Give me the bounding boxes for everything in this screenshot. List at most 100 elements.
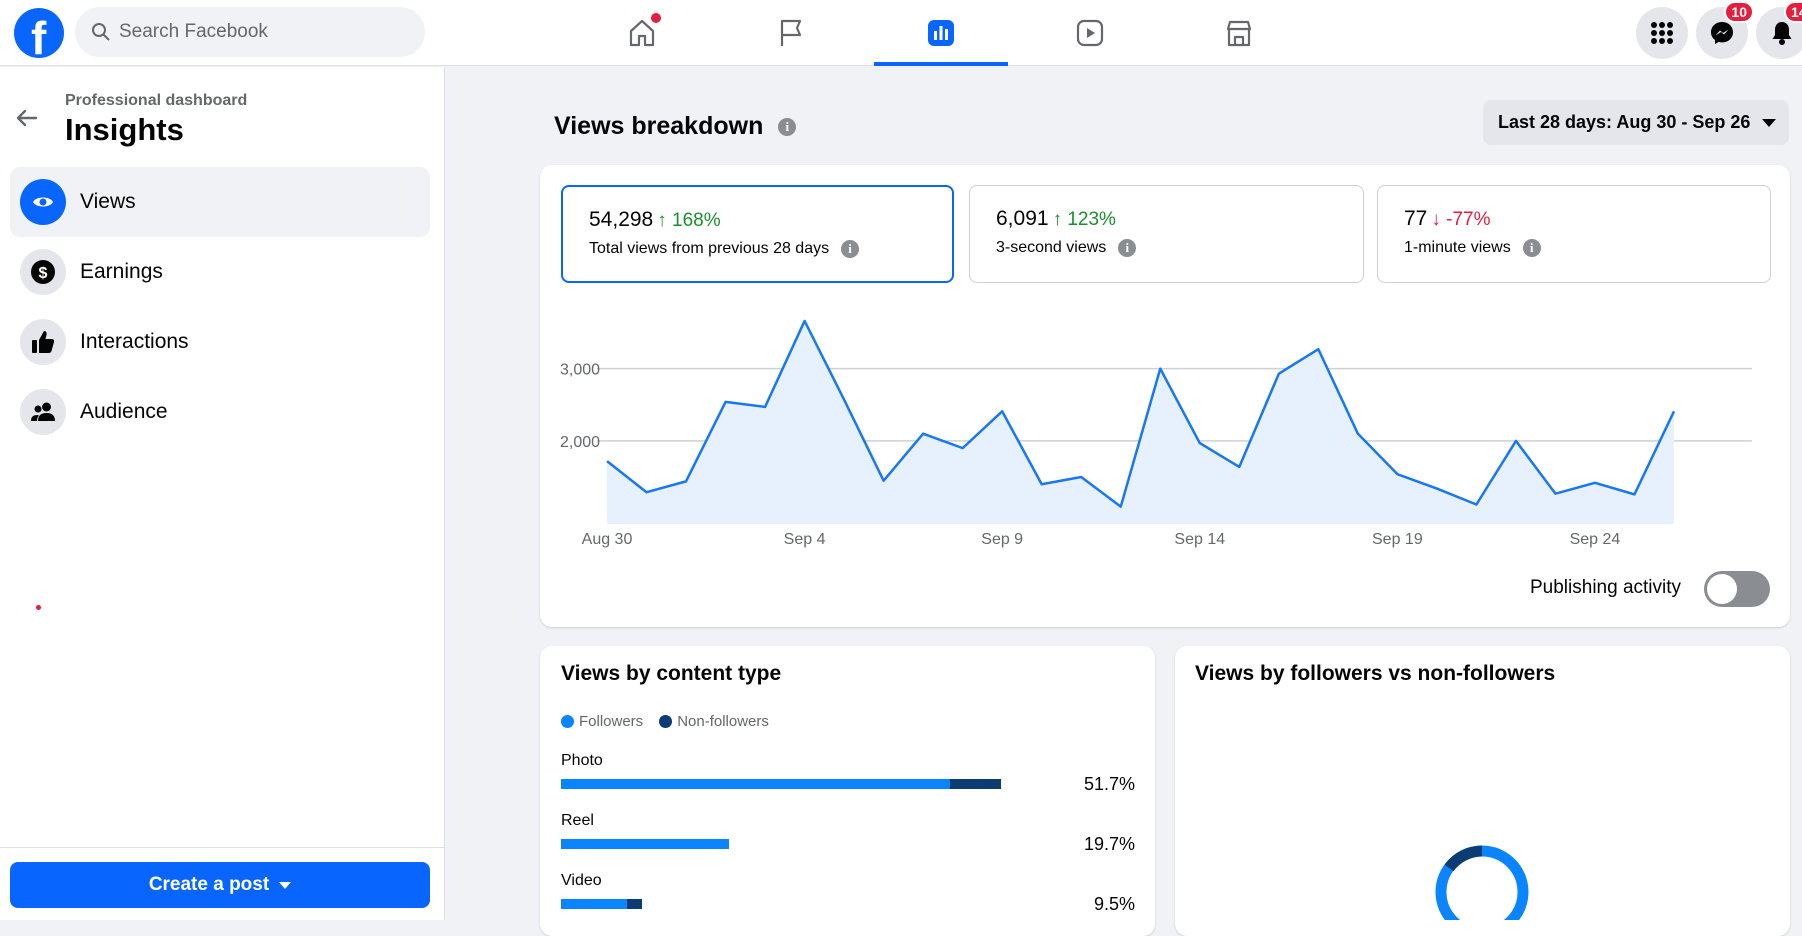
eye-icon [31, 190, 55, 214]
stat-card-1-minute-views[interactable]: 77↓ -77% 1-minute views i [1377, 185, 1771, 283]
menu-button[interactable] [1636, 7, 1688, 59]
messenger-badge: 10 [1724, 1, 1754, 23]
section-title-followers: Views by followers vs non-followers [1195, 662, 1555, 686]
views-line-chart: 2,000 3,000 Aug 30 Sep 4 Sep 9 Sep 14 Sep 19 Se… [540, 290, 1790, 560]
y-tick-label: 3,000 [560, 362, 600, 379]
sidebar-item-label: Interactions [80, 330, 189, 354]
tab-marketplace[interactable] [1172, 0, 1306, 66]
messenger-button[interactable]: 10 [1696, 7, 1748, 59]
facebook-logo-icon[interactable]: f [14, 8, 64, 58]
section-title-content-type: Views by content type [561, 662, 781, 686]
breadcrumb[interactable]: Professional dashboard [65, 92, 247, 110]
legend-item-followers: Followers [561, 713, 643, 730]
chart-legend: Followers Non-followers [561, 713, 769, 730]
toggle-knob [1707, 574, 1737, 604]
create-post-label: Create a post [149, 874, 269, 896]
row-label-reel: Reel [561, 812, 594, 830]
legend-swatch [659, 715, 672, 728]
chevron-down-icon [1762, 119, 1776, 127]
sidebar-item-views[interactable]: Views [10, 167, 430, 237]
x-tick-label: Aug 30 [582, 531, 633, 548]
bar-segment-non-followers [627, 899, 642, 909]
dollar-icon: $ [30, 259, 56, 285]
sidebar-item-earnings[interactable]: $ Earnings [10, 237, 430, 307]
publishing-activity-toggle[interactable] [1704, 571, 1770, 607]
chevron-down-icon [279, 882, 291, 889]
stat-label: Total views from previous 28 days [589, 240, 829, 258]
sidebar-item-interactions[interactable]: Interactions [10, 307, 430, 377]
tab-dashboard[interactable] [874, 0, 1008, 66]
bar-photo [561, 779, 1001, 789]
stat-card-total-views[interactable]: 54,298↑ 168% Total views from previous 2… [561, 185, 954, 283]
info-icon[interactable]: i [778, 118, 796, 136]
donut-non-followers-arc [1449, 851, 1482, 868]
bar-segment-non-followers [950, 779, 1001, 789]
stat-label: 3-second views [996, 239, 1106, 257]
page-title: Insights [65, 112, 184, 148]
stat-change: ↑ 168% [657, 210, 720, 231]
stat-card-3-second-views[interactable]: 6,091↑ 123% 3-second views i [969, 185, 1364, 283]
bar-reel [561, 839, 729, 849]
thumbs-up-icon [30, 329, 56, 355]
x-tick-label: Sep 9 [981, 531, 1023, 548]
tab-video[interactable] [1023, 0, 1157, 66]
content-type-card [540, 646, 1155, 936]
search-icon [91, 22, 111, 42]
sidebar-item-audience[interactable]: Audience [10, 377, 430, 447]
flag-icon [775, 17, 807, 49]
stat-change: ↓ -77% [1431, 209, 1490, 230]
legend-item-non-followers: Non-followers [659, 713, 769, 730]
x-tick-label: Sep 19 [1372, 531, 1423, 548]
sidebar-footer: Create a post [0, 847, 444, 920]
back-arrow-icon[interactable] [14, 105, 40, 131]
indicator-dot [36, 605, 41, 610]
notifications-button[interactable]: 14 [1756, 7, 1802, 59]
home-notification-dot [651, 13, 661, 23]
top-navigation-bar: f 10 14 [0, 0, 1802, 66]
percent-reel: 19.7% [1084, 834, 1135, 855]
svg-text:$: $ [39, 265, 48, 282]
stat-label: 1-minute views [1404, 239, 1511, 257]
sidebar-item-label: Earnings [80, 260, 163, 284]
stat-change: ↑ 123% [1053, 209, 1116, 230]
x-tick-label: Sep 24 [1570, 531, 1621, 548]
bar-video [561, 899, 642, 909]
video-icon [1074, 17, 1106, 49]
messenger-icon [1709, 20, 1735, 46]
bell-icon [1770, 20, 1794, 46]
info-icon[interactable]: i [1523, 239, 1541, 257]
info-icon[interactable]: i [841, 240, 859, 258]
x-tick-label: Sep 14 [1174, 531, 1225, 548]
percent-photo: 51.7% [1084, 774, 1135, 795]
followers-donut-chart [1430, 840, 1534, 920]
section-title-views-breakdown: Views breakdown i [554, 112, 796, 141]
stat-value: 6,091 [996, 207, 1049, 230]
sidebar: Professional dashboard Insights Views $ … [0, 67, 445, 920]
bar-chart-icon [925, 17, 957, 49]
row-label-video: Video [561, 872, 602, 890]
info-icon[interactable]: i [1118, 239, 1136, 257]
y-tick-label: 2,000 [560, 434, 600, 451]
search-input[interactable] [119, 7, 409, 57]
create-post-button[interactable]: Create a post [10, 862, 430, 908]
search-box[interactable] [75, 7, 425, 57]
x-tick-label: Sep 4 [784, 531, 826, 548]
bar-segment-followers [561, 899, 627, 909]
sidebar-item-label: Audience [80, 400, 168, 424]
area-fill [607, 321, 1674, 524]
percent-video: 9.5% [1094, 894, 1135, 915]
date-range-dropdown[interactable]: Last 28 days: Aug 30 - Sep 26 [1483, 100, 1789, 145]
bar-segment-followers [561, 779, 950, 789]
sidebar-item-label: Views [80, 190, 136, 214]
stat-value: 54,298 [589, 208, 653, 231]
row-label-photo: Photo [561, 752, 603, 770]
tab-home[interactable] [575, 0, 709, 66]
people-icon [30, 399, 56, 425]
stat-value: 77 [1404, 207, 1427, 230]
bar-segment-followers [561, 839, 729, 849]
tab-pages[interactable] [724, 0, 858, 66]
legend-swatch [561, 715, 574, 728]
date-range-label: Last 28 days: Aug 30 - Sep 26 [1498, 112, 1750, 133]
grid-menu-icon [1650, 21, 1674, 45]
store-icon [1223, 17, 1255, 49]
